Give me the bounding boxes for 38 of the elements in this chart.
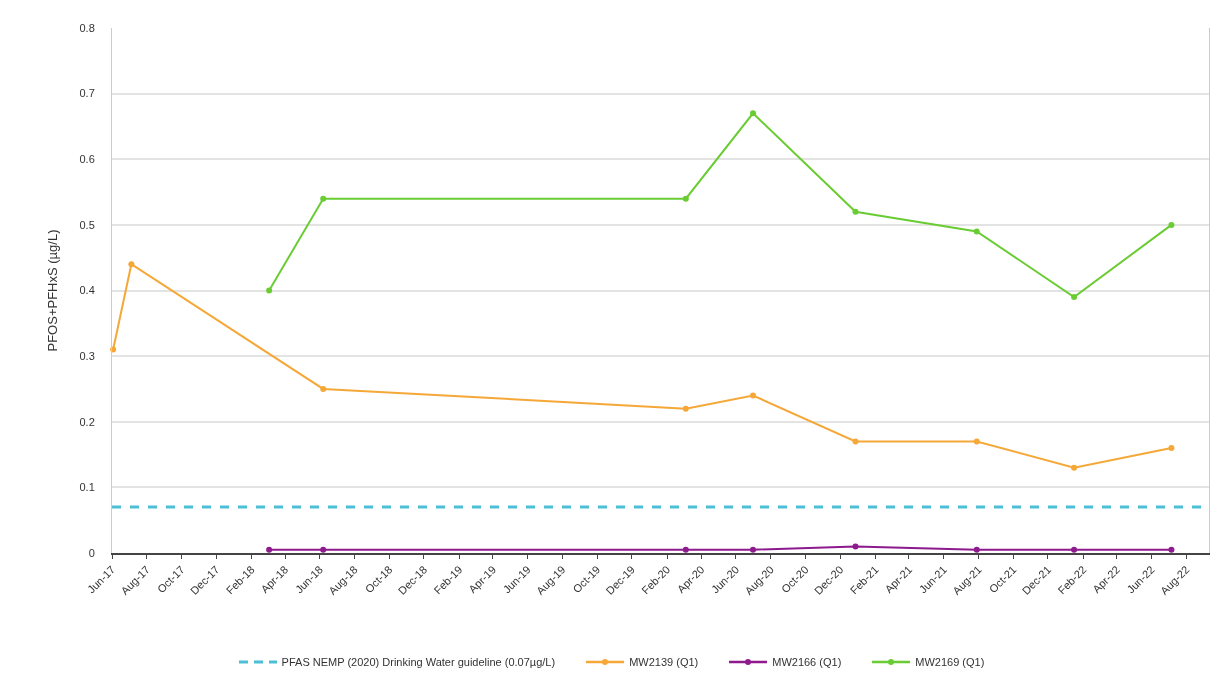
point <box>266 546 273 553</box>
legend-label: MW2166 (Q1) <box>772 656 842 668</box>
y-tick-label: 0.1 <box>79 481 95 494</box>
point <box>320 546 327 553</box>
legend-label: MW2169 (Q1) <box>915 656 985 668</box>
y-tick-label: 0.6 <box>79 153 95 166</box>
point <box>973 228 980 235</box>
point <box>1168 221 1175 228</box>
point <box>682 405 689 412</box>
point <box>1168 445 1175 451</box>
y-tick-label: 0.3 <box>79 349 95 362</box>
point <box>750 392 757 399</box>
legend-label: MW2139 (Q1) <box>629 656 699 668</box>
y-tick-label: 0.4 <box>79 284 95 297</box>
point <box>973 438 980 445</box>
point <box>1071 294 1078 301</box>
legend-label: PFAS NEMP (2020) Drinking Water guideline (0.07µg/L) <box>281 656 556 668</box>
point <box>320 195 327 202</box>
point <box>128 261 135 268</box>
y-tick-label: 0.5 <box>79 218 95 231</box>
point <box>682 546 689 553</box>
point <box>1168 546 1175 553</box>
point <box>973 546 980 553</box>
point <box>852 208 859 215</box>
point <box>266 287 273 294</box>
point <box>852 543 859 550</box>
point <box>750 546 757 553</box>
y-tick-label: 0.2 <box>79 415 95 428</box>
point <box>852 438 859 445</box>
point <box>750 110 757 117</box>
point <box>1071 464 1078 471</box>
y-axis-title: PFOS+PFHxS (µg/L) <box>45 229 61 352</box>
y-tick-label: 0 <box>88 546 95 559</box>
y-tick-label: 0.7 <box>79 87 95 100</box>
y-tick-label: 0.8 <box>79 21 95 34</box>
point <box>1071 546 1078 553</box>
point <box>320 385 327 392</box>
point <box>682 195 689 202</box>
